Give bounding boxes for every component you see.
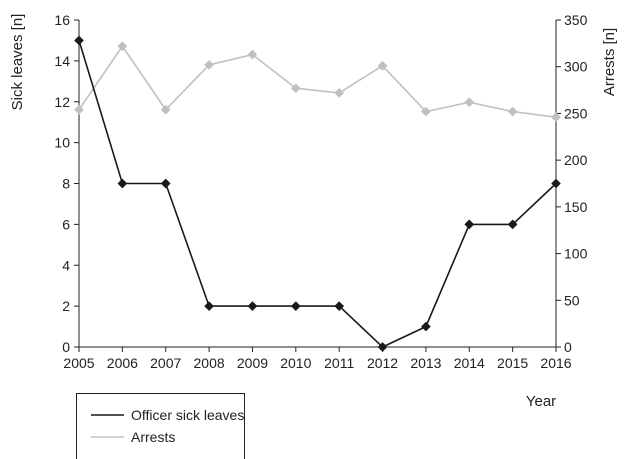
data-point-officer-sick-leaves [290, 301, 301, 312]
data-point-arrests [160, 104, 171, 115]
x-tick-label: 2015 [497, 355, 528, 371]
x-axis-title: Year [526, 393, 556, 410]
y-tick-label-right: 250 [564, 105, 588, 121]
y-tick-label-left: 4 [62, 257, 70, 273]
data-point-arrests [377, 60, 388, 71]
y-tick-label-right: 50 [564, 292, 580, 308]
x-tick-label: 2011 [324, 355, 354, 371]
data-point-officer-sick-leaves [420, 321, 431, 332]
y-axis-title-left: Sick leaves [n] [9, 14, 26, 111]
legend-label: Arrests [131, 429, 175, 445]
series-layer [74, 35, 561, 352]
y-tick-label-left: 14 [54, 53, 70, 69]
y-tick-label-left: 2 [62, 298, 70, 314]
data-point-arrests [420, 106, 431, 117]
legend-label: Officer sick leaves [131, 407, 244, 423]
data-point-officer-sick-leaves [117, 178, 128, 189]
data-point-officer-sick-leaves [507, 219, 518, 230]
data-point-officer-sick-leaves [377, 342, 388, 352]
data-point-arrests [204, 59, 215, 70]
x-tick-label: 2016 [540, 355, 571, 371]
data-point-arrests [247, 49, 258, 60]
x-tick-label: 2005 [63, 355, 94, 371]
data-point-arrests [464, 97, 475, 108]
legend: Officer sick leaves Arrests [76, 393, 245, 459]
data-point-officer-sick-leaves [464, 219, 475, 230]
data-point-arrests [74, 104, 84, 115]
y-axis-title-right: Arrests [n] [601, 28, 618, 96]
y-tick-label-right: 100 [564, 246, 588, 262]
data-point-officer-sick-leaves [247, 301, 258, 312]
x-tick-label: 2007 [150, 355, 181, 371]
data-point-officer-sick-leaves [334, 301, 345, 312]
y-tick-label-right: 0 [564, 339, 572, 355]
y-tick-label-right: 200 [564, 152, 588, 168]
data-point-arrests [117, 41, 128, 52]
axes: 0 2 4 6 8 10 12 14 16 0 50 100 150 200 250 300 350 2005 20… [54, 12, 587, 371]
x-tick-label: 2014 [454, 355, 485, 371]
legend-box [76, 393, 245, 459]
data-point-officer-sick-leaves [74, 35, 84, 46]
data-point-officer-sick-leaves [551, 178, 561, 189]
x-tick-label: 2009 [237, 355, 268, 371]
x-tick-label: 2006 [107, 355, 138, 371]
data-point-arrests [551, 112, 561, 123]
y-tick-label-right: 350 [564, 12, 588, 28]
x-tick-label: 2008 [194, 355, 225, 371]
series-officer-sick-leaves [74, 35, 561, 352]
y-tick-label-left: 8 [62, 176, 70, 192]
y-tick-label-left: 16 [54, 12, 70, 28]
data-point-officer-sick-leaves [204, 301, 215, 312]
data-point-officer-sick-leaves [160, 178, 171, 189]
x-tick-label: 2012 [367, 355, 398, 371]
data-point-arrests [290, 83, 301, 94]
x-tick-label: 2010 [280, 355, 311, 371]
y-tick-label-right: 150 [564, 199, 588, 215]
y-tick-label-right: 300 [564, 59, 588, 75]
series-arrests [74, 41, 561, 123]
data-point-arrests [507, 106, 518, 117]
x-tick-label: 2013 [410, 355, 441, 371]
y-tick-label-left: 0 [62, 339, 70, 355]
series-line-arrests [78, 44, 557, 118]
data-point-arrests [334, 87, 345, 98]
y-tick-label-left: 12 [54, 94, 70, 110]
y-tick-label-left: 6 [62, 216, 70, 232]
y-tick-label-left: 10 [54, 135, 70, 151]
series-line-officer-sick-leaves [78, 40, 557, 348]
